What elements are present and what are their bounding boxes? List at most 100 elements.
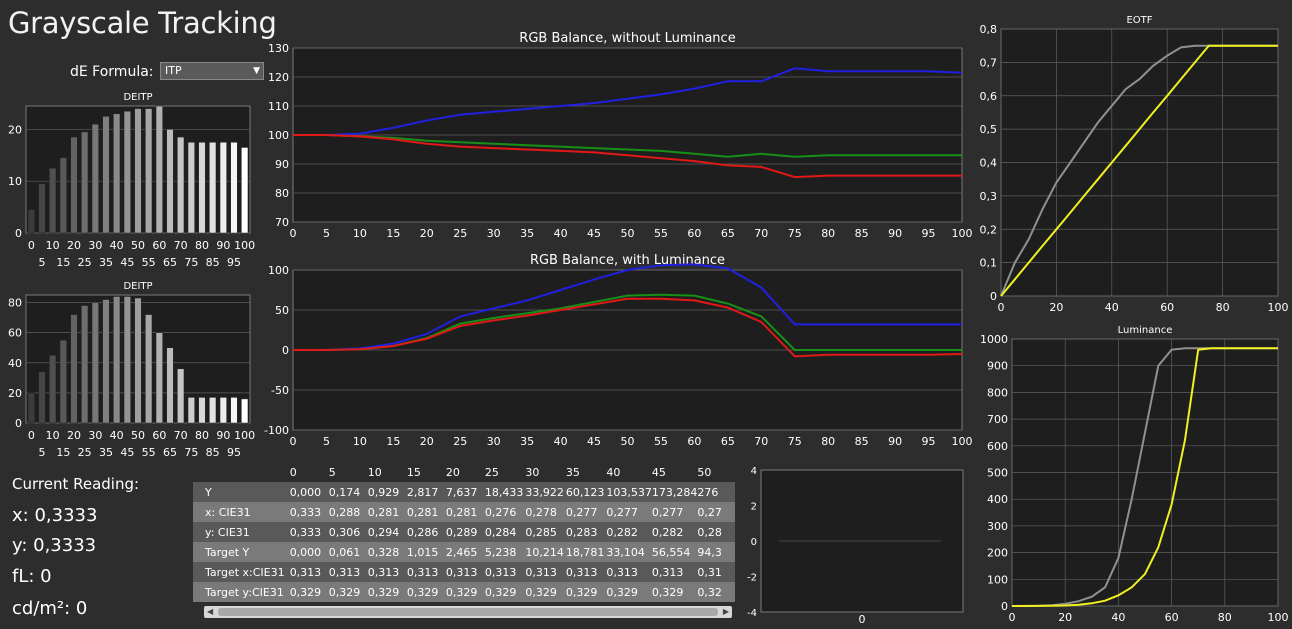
table-cell: 0,000 — [289, 545, 322, 559]
bar — [91, 302, 99, 424]
x-tick-label: 20 — [420, 435, 434, 448]
table-row[interactable]: Y 0,000 0,174 0,929 2,817 7,637 18,433 33,922 60… — [193, 482, 735, 502]
data-table[interactable]: 0 5 10 15 20 25 30 35 40 45 50 Y 0,000 0,174 0,929 2,8… — [193, 462, 735, 620]
table-cell: 0,281 — [445, 505, 478, 519]
x-tick-label: 30 — [487, 435, 501, 448]
table-cell: 0,313 — [484, 565, 517, 579]
arrow-left-icon[interactable]: ◀ — [207, 607, 214, 616]
y-tick-label: 80 — [8, 297, 22, 310]
deitp-chart-1[interactable]: DEITP 0 10 20 0 10 20 30 40 50 60 70 80 90 100 5 15 25 35 4… — [8, 92, 255, 269]
table-cell: 0,278 — [525, 505, 557, 519]
x-tick-label: 85 — [206, 446, 220, 459]
x-tick-label: 5 — [39, 446, 46, 459]
column-header: 40 — [606, 465, 621, 479]
arrow-right-icon[interactable]: ▶ — [722, 607, 729, 616]
table-cell: 0,313 — [289, 565, 322, 579]
table-cell: 0,277 — [606, 505, 638, 519]
eotf-chart[interactable]: EOTF 0 0,1 0,2 0,3 0,4 0,5 0,6 0,7 0,8 0 20 40 60 80 10… — [980, 15, 1289, 314]
series-line-green — [293, 134, 962, 158]
bar — [177, 368, 185, 424]
table-scrollbar[interactable]: ◀ ▶ — [204, 606, 732, 618]
column-header: 0 — [289, 465, 297, 479]
y-tick-label: 20 — [8, 123, 22, 136]
x-tick-label: 20 — [1049, 301, 1063, 314]
table-cell: 0,329 — [606, 585, 638, 599]
x-tick-label: 50 — [621, 435, 635, 448]
deitp-chart-2[interactable]: DEITP 0 20 40 60 80 0 10 20 30 40 50 60 70 80 90 100 5 15 2… — [8, 281, 255, 459]
table-row[interactable]: Target y:CIE31 0,329 0,329 0,329 0,329 0,329 0… — [193, 582, 735, 602]
table-cell: 33,104 — [606, 545, 645, 559]
table-cell: 0,306 — [328, 525, 361, 539]
table-cell: 0,283 — [565, 525, 598, 539]
x-tick-label: 100 — [1268, 301, 1289, 314]
x-tick-label: 10 — [46, 239, 60, 252]
row-label: Y — [205, 485, 212, 499]
x-tick-label: 40 — [1105, 301, 1119, 314]
x-tick-label: 70 — [754, 435, 768, 448]
column-header: 20 — [445, 465, 460, 479]
bar — [59, 339, 67, 424]
table-cell: 0,282 — [606, 525, 638, 539]
scrollbar-thumb[interactable] — [218, 608, 718, 616]
rgb-balance-chart[interactable]: RGB Balance, without Luminance7080901001… — [268, 31, 973, 240]
x-tick-label: 25 — [78, 446, 92, 459]
x-tick-label: 10 — [46, 429, 60, 442]
table-cell: 7,637 — [445, 485, 478, 499]
series-line-red — [293, 297, 963, 358]
formula-label: dE Formula: — [70, 64, 154, 80]
luminance-chart[interactable]: Luminance0100200300400500600700800900100… — [980, 325, 1289, 624]
x-tick-label: 40 — [110, 239, 124, 252]
bar — [166, 129, 174, 234]
current-reading-title: Current Reading: — [12, 475, 140, 493]
table-cell: 0,329 — [445, 585, 478, 599]
table-cell: 0,28 — [697, 525, 722, 539]
y-tick-label: 50 — [275, 304, 289, 317]
reading-fl: fL: 0 — [12, 566, 52, 587]
table-cell: 0,329 — [328, 585, 361, 599]
bar — [198, 397, 206, 424]
table-cell: 0,289 — [445, 525, 478, 539]
x-tick-label: 50 — [131, 429, 145, 442]
bar — [187, 142, 195, 234]
table-cell: 94,3 — [697, 545, 722, 559]
row-label: Target y:CIE31 — [205, 585, 284, 599]
x-tick-label: 15 — [56, 256, 70, 269]
y-tick-label: 600 — [987, 440, 1008, 453]
row-label: y: CIE31 — [205, 525, 250, 539]
x-tick-label: 60 — [1160, 301, 1174, 314]
x-tick-label: 25 — [453, 435, 467, 448]
bar — [219, 397, 227, 424]
table-cell: 0,329 — [367, 585, 400, 599]
x-tick-label: 80 — [195, 429, 209, 442]
table-cell: 33,922 — [525, 485, 564, 499]
table-cell: 0,313 — [651, 565, 684, 579]
bar — [38, 183, 46, 234]
rgb-balance-luminance-chart[interactable]: RGB Balance, with Luminance-100-50050100… — [264, 253, 972, 448]
table-cell: 173,284 — [651, 485, 698, 499]
chart-title: DEITP — [123, 281, 152, 292]
formula-select[interactable]: ITP ▼ — [160, 62, 264, 80]
y-tick-label: 60 — [8, 327, 22, 340]
y-tick-label: 110 — [268, 100, 289, 113]
x-tick-label: 0 — [28, 429, 35, 442]
table-row[interactable]: y: CIE31 0,333 0,306 0,294 0,286 0,289 0,284 0,… — [193, 522, 735, 542]
table-row[interactable]: Target x:CIE31 0,313 0,313 0,313 0,313 0,313 0… — [193, 562, 735, 582]
row-label: Target x:CIE31 — [205, 565, 285, 579]
x-tick-label: 25 — [78, 256, 92, 269]
x-tick-label: 0 — [859, 613, 866, 626]
series-line-yellow — [1012, 347, 1278, 607]
table-row[interactable]: Target Y 0,000 0,061 0,328 1,015 2,465 5,238 10… — [193, 542, 735, 562]
y-tick-label: 0 — [15, 227, 22, 240]
table-row[interactable]: x: CIE31 0,333 0,288 0,281 0,281 0,281 0,276 0,… — [193, 502, 735, 522]
small-chart[interactable]: -4 -2 0 2 4 0 — [747, 466, 964, 626]
x-tick-label: 40 — [554, 435, 568, 448]
chevron-down-icon: ▼ — [253, 66, 260, 76]
table-cell: 0,329 — [651, 585, 684, 599]
x-tick-label: 100 — [234, 239, 255, 252]
x-tick-label: 0 — [28, 239, 35, 252]
y-tick-label: 0 — [751, 537, 757, 548]
x-tick-label: 60 — [1165, 611, 1179, 624]
column-header: 5 — [328, 465, 336, 479]
table-cell: 0,313 — [445, 565, 478, 579]
x-tick-label: 55 — [654, 227, 668, 240]
